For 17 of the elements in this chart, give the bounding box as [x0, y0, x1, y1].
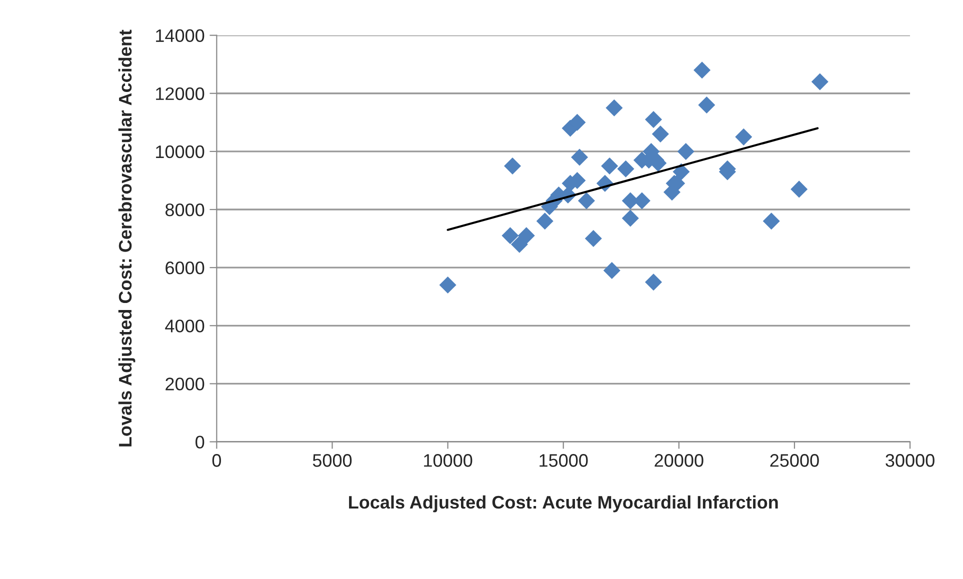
y-tick-label: 10000: [156, 145, 204, 158]
x-axis-title: Locals Adjusted Cost: Acute Myocardial Infarction: [349, 495, 778, 512]
x-tick-label: 5000: [312, 454, 352, 467]
y-tick-label: 0: [196, 436, 204, 448]
y-tick-label: 8000: [165, 203, 204, 216]
x-tick-label: 10000: [424, 454, 472, 467]
x-tick-label: 0: [212, 454, 221, 467]
x-tick-label: 20000: [654, 454, 704, 467]
y-tick-label: 2000: [166, 378, 204, 390]
y-tick-label: 14000: [156, 29, 204, 42]
y-tick-label: 12000: [156, 87, 204, 100]
y-tick-label: 4000: [165, 320, 204, 332]
x-tick-label: 15000: [540, 454, 588, 467]
x-tick-label: 30000: [886, 454, 934, 467]
y-axis-title: Lovals Adjusted Cost: Cerebrovascular Accident: [118, 30, 136, 446]
y-tick-label: 6000: [166, 262, 204, 274]
x-tick-label: 25000: [770, 454, 819, 467]
